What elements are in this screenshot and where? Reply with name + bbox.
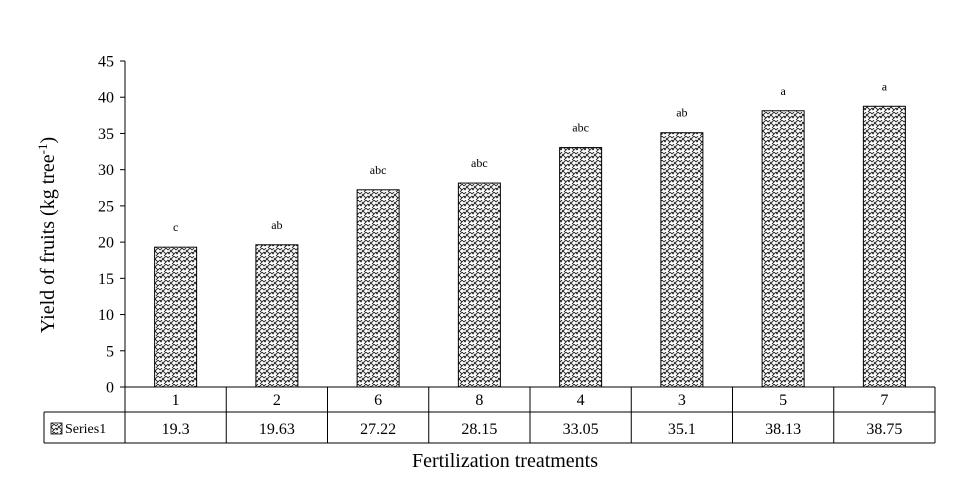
table-value-cell: 38.75 — [866, 421, 902, 438]
y-tick-label: 10 — [98, 307, 114, 324]
y-axis-title-superscript: -1 — [35, 143, 50, 154]
table-value-cell: 38.13 — [765, 421, 801, 438]
y-tick-label: 40 — [98, 90, 114, 107]
bar — [457, 182, 501, 388]
x-category-label: 3 — [678, 392, 686, 409]
bar — [761, 110, 805, 388]
x-category-label: 8 — [475, 392, 483, 409]
x-category-label: 1 — [172, 392, 180, 409]
significance-letter: ab — [676, 106, 687, 120]
significance-letter: ab — [271, 218, 282, 232]
legend-swatch — [50, 422, 63, 435]
legend-series-name: Series1 — [65, 422, 106, 437]
y-tick-label: 20 — [98, 235, 114, 252]
table-value-cell: 28.15 — [461, 421, 497, 438]
y-axis-title-main: Yield of fruits (kg tree — [37, 154, 59, 333]
x-axis-title: Fertilization treatments — [412, 450, 598, 472]
table-category-row: 1 2 6 8 4 3 5 7 — [172, 392, 889, 409]
y-axis-title: Yield of fruits (kg tree-1) — [35, 137, 59, 333]
y-tick-label: 5 — [106, 343, 114, 360]
table-grid — [43, 386, 936, 444]
significance-letter: abc — [370, 163, 387, 177]
bar — [356, 189, 400, 388]
x-category-label: 2 — [273, 392, 281, 409]
bar — [559, 147, 603, 388]
bar — [154, 246, 198, 388]
y-tick-label: 0 — [106, 380, 114, 397]
table-value-cell: 19.63 — [259, 421, 295, 438]
y-tick-label: 25 — [98, 198, 114, 215]
table-value-cell: 33.05 — [563, 421, 599, 438]
significance-letter: a — [780, 84, 786, 98]
significance-letter: a — [882, 79, 888, 93]
y-tick-label: 15 — [98, 271, 114, 288]
x-category-label: 4 — [577, 392, 585, 409]
bar — [660, 132, 704, 388]
table-value-cell: 19.3 — [162, 421, 190, 438]
y-tick-label: 45 — [98, 54, 114, 71]
significance-letter: abc — [572, 121, 589, 135]
x-category-label: 7 — [880, 392, 888, 409]
y-axis-title-close: ) — [37, 137, 59, 144]
table-value-row: 19.3 19.63 27.22 28.15 33.05 35.1 38.13 38.75 — [162, 421, 903, 438]
bar — [255, 244, 299, 388]
significance-letter: c — [173, 220, 178, 234]
table-value-cell: 27.22 — [360, 421, 396, 438]
x-category-label: 5 — [779, 392, 787, 409]
significance-letter: abc — [471, 156, 488, 170]
y-tick-label: 35 — [98, 126, 114, 143]
data-table: 1 2 6 8 4 3 5 7 19.3 19.63 27.22 28.15 33.05 35.1 38.… — [43, 386, 936, 444]
bars — [154, 105, 906, 388]
bar — [862, 105, 906, 388]
y-ticks: 0 5 10 15 20 25 30 35 40 45 — [98, 54, 125, 397]
significance-letters: c ab abc abc abc ab a a — [173, 79, 888, 234]
y-tick-label: 30 — [98, 162, 114, 179]
x-category-label: 6 — [374, 392, 382, 409]
table-value-cell: 35.1 — [668, 421, 696, 438]
y-axis: 0 5 10 15 20 25 30 35 40 45 — [98, 54, 126, 397]
